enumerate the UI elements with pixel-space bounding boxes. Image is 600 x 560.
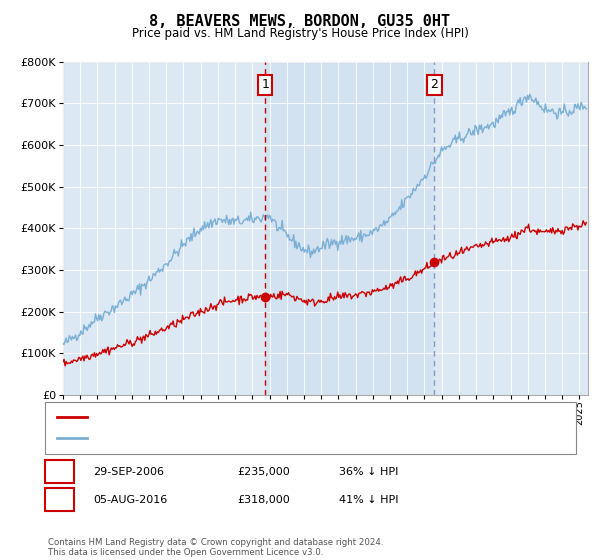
Text: 05-AUG-2016: 05-AUG-2016: [93, 494, 167, 505]
Text: 2: 2: [56, 493, 63, 506]
Text: HPI: Average price, detached house, East Hampshire: HPI: Average price, detached house, East…: [93, 433, 368, 444]
Text: 36% ↓ HPI: 36% ↓ HPI: [339, 466, 398, 477]
Text: 41% ↓ HPI: 41% ↓ HPI: [339, 494, 398, 505]
Text: 1: 1: [262, 78, 269, 91]
Text: 8, BEAVERS MEWS, BORDON, GU35 0HT (detached house): 8, BEAVERS MEWS, BORDON, GU35 0HT (detac…: [93, 412, 397, 422]
Text: 8, BEAVERS MEWS, BORDON, GU35 0HT: 8, BEAVERS MEWS, BORDON, GU35 0HT: [149, 14, 451, 29]
Text: £318,000: £318,000: [237, 494, 290, 505]
Text: 29-SEP-2006: 29-SEP-2006: [93, 466, 164, 477]
Text: Contains HM Land Registry data © Crown copyright and database right 2024.
This d: Contains HM Land Registry data © Crown c…: [48, 538, 383, 557]
Text: 1: 1: [56, 465, 63, 478]
Bar: [265, 62, 434, 395]
Text: Price paid vs. HM Land Registry's House Price Index (HPI): Price paid vs. HM Land Registry's House …: [131, 27, 469, 40]
Text: 2: 2: [431, 78, 439, 91]
Text: £235,000: £235,000: [237, 466, 290, 477]
